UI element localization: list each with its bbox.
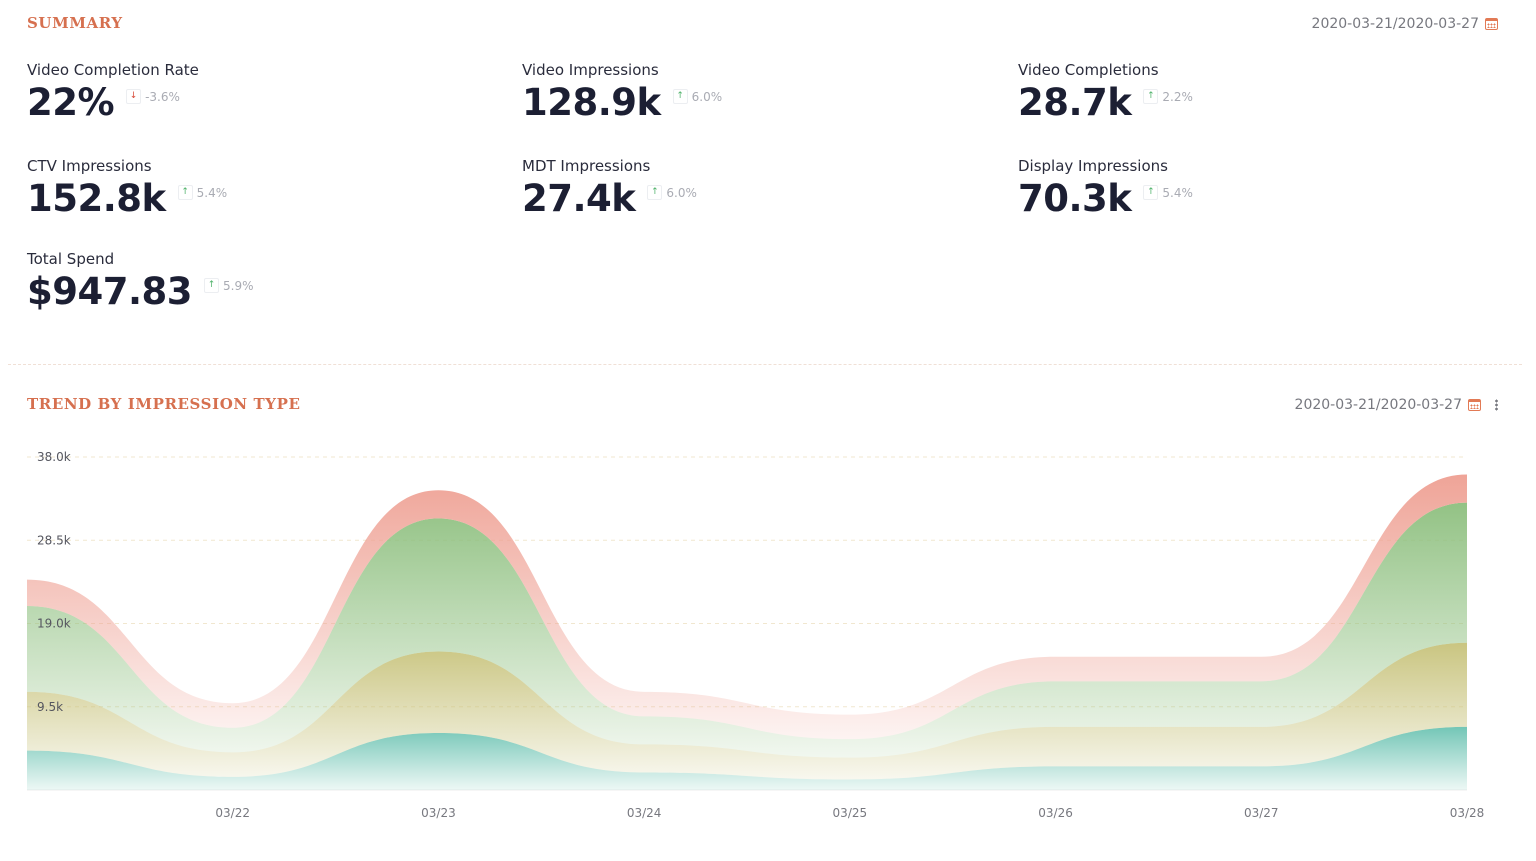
metric-delta: ↑ 5.4% [1143, 185, 1193, 200]
metric-video-impressions: Video Impressions 128.9k ↑ 6.0% [522, 61, 722, 123]
metric-ctv-impressions: CTV Impressions 152.8k ↑ 5.4% [27, 157, 227, 219]
metric-label: CTV Impressions [27, 157, 152, 175]
metric-value: 22% [27, 81, 115, 124]
metric-delta: ↓ -3.6% [126, 89, 180, 104]
metric-value: 27.4k [522, 177, 636, 220]
metric-total-spend: Total Spend $947.83 ↑ 5.9% [27, 250, 254, 312]
x-tick-label: 03/28 [1450, 806, 1485, 820]
x-tick-label: 03/22 [215, 806, 250, 820]
metric-delta-text: 6.0% [666, 185, 697, 200]
metric-value: 28.7k [1018, 81, 1132, 124]
x-tick-label: 03/23 [421, 806, 456, 820]
metric-label: Video Impressions [522, 61, 659, 79]
x-tick-label: 03/26 [1038, 806, 1073, 820]
calendar-icon[interactable] [1485, 18, 1498, 30]
metric-delta-text: 5.9% [223, 278, 254, 293]
metric-value: 128.9k [522, 81, 661, 124]
area-series-3 [27, 474, 1467, 740]
arrow-up-icon: ↑ [1143, 89, 1159, 104]
section-divider [8, 364, 1522, 365]
metric-label: Display Impressions [1018, 157, 1168, 175]
metric-delta: ↑ 2.2% [1143, 89, 1193, 104]
metric-label: Video Completions [1018, 61, 1159, 79]
metric-delta-text: 2.2% [1162, 89, 1193, 104]
summary-date-range[interactable]: 2020-03-21/2020-03-27 [1312, 16, 1498, 32]
metric-label: Total Spend [27, 250, 115, 268]
arrow-up-icon: ↑ [204, 278, 220, 293]
metric-label: MDT Impressions [522, 157, 651, 175]
y-tick-label: 38.0k [37, 450, 71, 464]
metric-delta-text: 5.4% [1162, 185, 1193, 200]
summary-date-range-text: 2020-03-21/2020-03-27 [1311, 16, 1479, 32]
summary-title: SUMMARY [27, 14, 123, 32]
trend-date-range-text: 2020-03-21/2020-03-27 [1294, 397, 1462, 413]
metric-value: 70.3k [1018, 177, 1132, 220]
trend-date-range[interactable]: 2020-03-21/2020-03-27 [1295, 397, 1498, 413]
metric-delta-text: 6.0% [691, 89, 723, 104]
area-series-0 [27, 726, 1467, 790]
chart-x-ticks: 03/22 03/23 03/24 03/25 03/26 03/27 03/28 [215, 806, 1484, 820]
y-tick-label: 28.5k [37, 533, 71, 547]
chart-areas [27, 474, 1467, 790]
area-series-2 [27, 502, 1467, 758]
metric-mdt-impressions: MDT Impressions 27.4k ↑ 6.0% [522, 157, 697, 219]
arrow-up-icon: ↑ [672, 89, 688, 104]
kebab-menu-icon[interactable] [1495, 399, 1498, 411]
trend-title: TREND BY IMPRESSION TYPE [27, 395, 301, 413]
metric-video-completion-rate: Video Completion Rate 22% ↓ -3.6% [27, 61, 199, 123]
x-tick-label: 03/25 [833, 806, 868, 820]
metric-value: 152.8k [27, 177, 166, 220]
metric-video-completions: Video Completions 28.7k ↑ 2.2% [1018, 61, 1193, 123]
metric-value: $947.83 [27, 270, 193, 313]
arrow-up-icon: ↑ [647, 185, 663, 200]
arrow-up-icon: ↑ [177, 185, 193, 200]
trend-chart: 38.0k 28.5k 19.0k 9.5k 03/22 03/23 03/24 03/25… [27, 450, 1484, 820]
arrow-down-icon: ↓ [126, 89, 142, 104]
metric-label: Video Completion Rate [27, 61, 199, 79]
metric-display-impressions: Display Impressions 70.3k ↑ 5.4% [1018, 157, 1193, 219]
metric-delta-text: 5.4% [196, 185, 228, 200]
chart-y-ticks: 38.0k 28.5k 19.0k 9.5k [37, 450, 71, 714]
x-tick-label: 03/27 [1244, 806, 1279, 820]
arrow-up-icon: ↑ [1143, 185, 1159, 200]
area-series-1 [27, 642, 1467, 780]
calendar-icon[interactable] [1468, 399, 1481, 411]
x-tick-label: 03/24 [627, 806, 662, 820]
y-tick-label: 9.5k [37, 700, 63, 714]
metric-delta: ↑ 6.0% [647, 185, 697, 200]
y-tick-label: 19.0k [37, 617, 71, 631]
metric-delta: ↑ 6.0% [672, 89, 723, 104]
metric-delta: ↑ 5.9% [204, 278, 254, 293]
metric-delta: ↑ 5.4% [177, 185, 228, 200]
metric-delta-text: -3.6% [145, 89, 180, 104]
